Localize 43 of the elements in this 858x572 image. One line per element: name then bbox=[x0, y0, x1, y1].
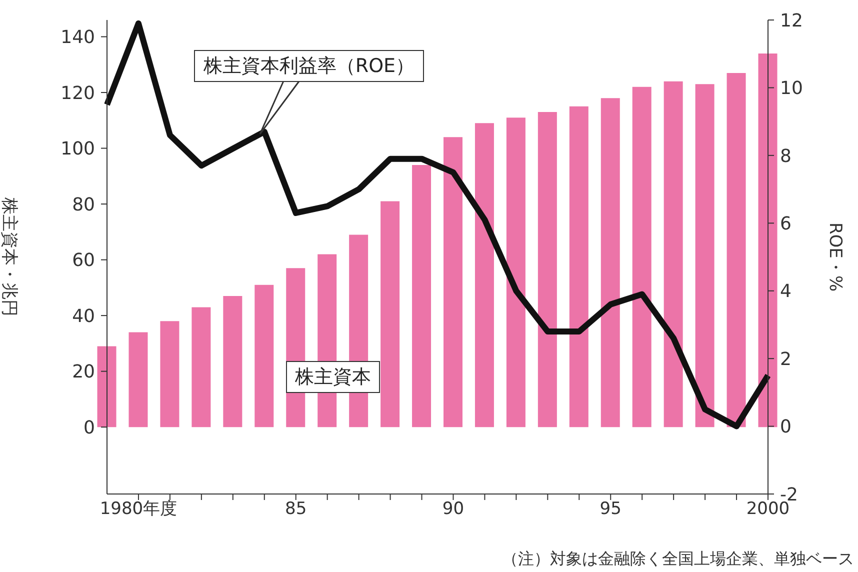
bar bbox=[632, 86, 652, 428]
y-axis-title: 株主資本・兆円 bbox=[0, 196, 19, 316]
y-tick-label: 60 bbox=[72, 250, 95, 272]
bar bbox=[380, 201, 400, 428]
x-tick-label: 95 bbox=[600, 499, 622, 520]
y-tick-label: 80 bbox=[72, 194, 95, 216]
y2-tick-label: 8 bbox=[780, 146, 792, 167]
y-tick-label: 100 bbox=[60, 138, 95, 160]
bar bbox=[726, 72, 746, 428]
x-tick-label: 1980年度 bbox=[100, 499, 178, 520]
y-tick-label: 120 bbox=[60, 82, 95, 104]
bar bbox=[254, 284, 274, 428]
bar bbox=[223, 296, 242, 428]
bar bbox=[506, 118, 526, 428]
y2-tick-label: 12 bbox=[780, 10, 803, 32]
y2-tick-label: 0 bbox=[780, 416, 792, 438]
y2-tick-label: 6 bbox=[780, 214, 792, 235]
bar bbox=[128, 332, 148, 428]
bar bbox=[160, 321, 180, 428]
bar bbox=[474, 123, 494, 428]
bar bbox=[412, 164, 432, 428]
y-tick-label: 40 bbox=[72, 306, 95, 327]
x-tick-label: 85 bbox=[285, 499, 307, 520]
bar bbox=[664, 81, 683, 428]
y2-tick-label: 4 bbox=[780, 281, 792, 302]
bar bbox=[758, 53, 778, 428]
bar bbox=[569, 106, 588, 428]
bar bbox=[695, 84, 714, 428]
y2-axis-title: ROE・% bbox=[824, 222, 845, 292]
text: （注）対象は金融除く全国上場企業、単独ベース bbox=[502, 549, 854, 570]
y-tick-label: 20 bbox=[72, 362, 95, 383]
y-tick-label: 0 bbox=[84, 417, 95, 438]
text: 株主資本利益率（ROE） bbox=[194, 50, 424, 82]
y2-tick-label: 10 bbox=[780, 78, 803, 100]
bar bbox=[444, 137, 462, 428]
bar bbox=[97, 346, 116, 428]
bar bbox=[538, 112, 557, 428]
series-label: 株主資本 bbox=[286, 361, 380, 394]
y2-tick-label: 2 bbox=[780, 348, 792, 370]
bar bbox=[192, 307, 211, 428]
bar bbox=[600, 98, 620, 428]
x-tick-label: 90 bbox=[442, 499, 464, 520]
y-tick-label: 140 bbox=[60, 27, 95, 48]
